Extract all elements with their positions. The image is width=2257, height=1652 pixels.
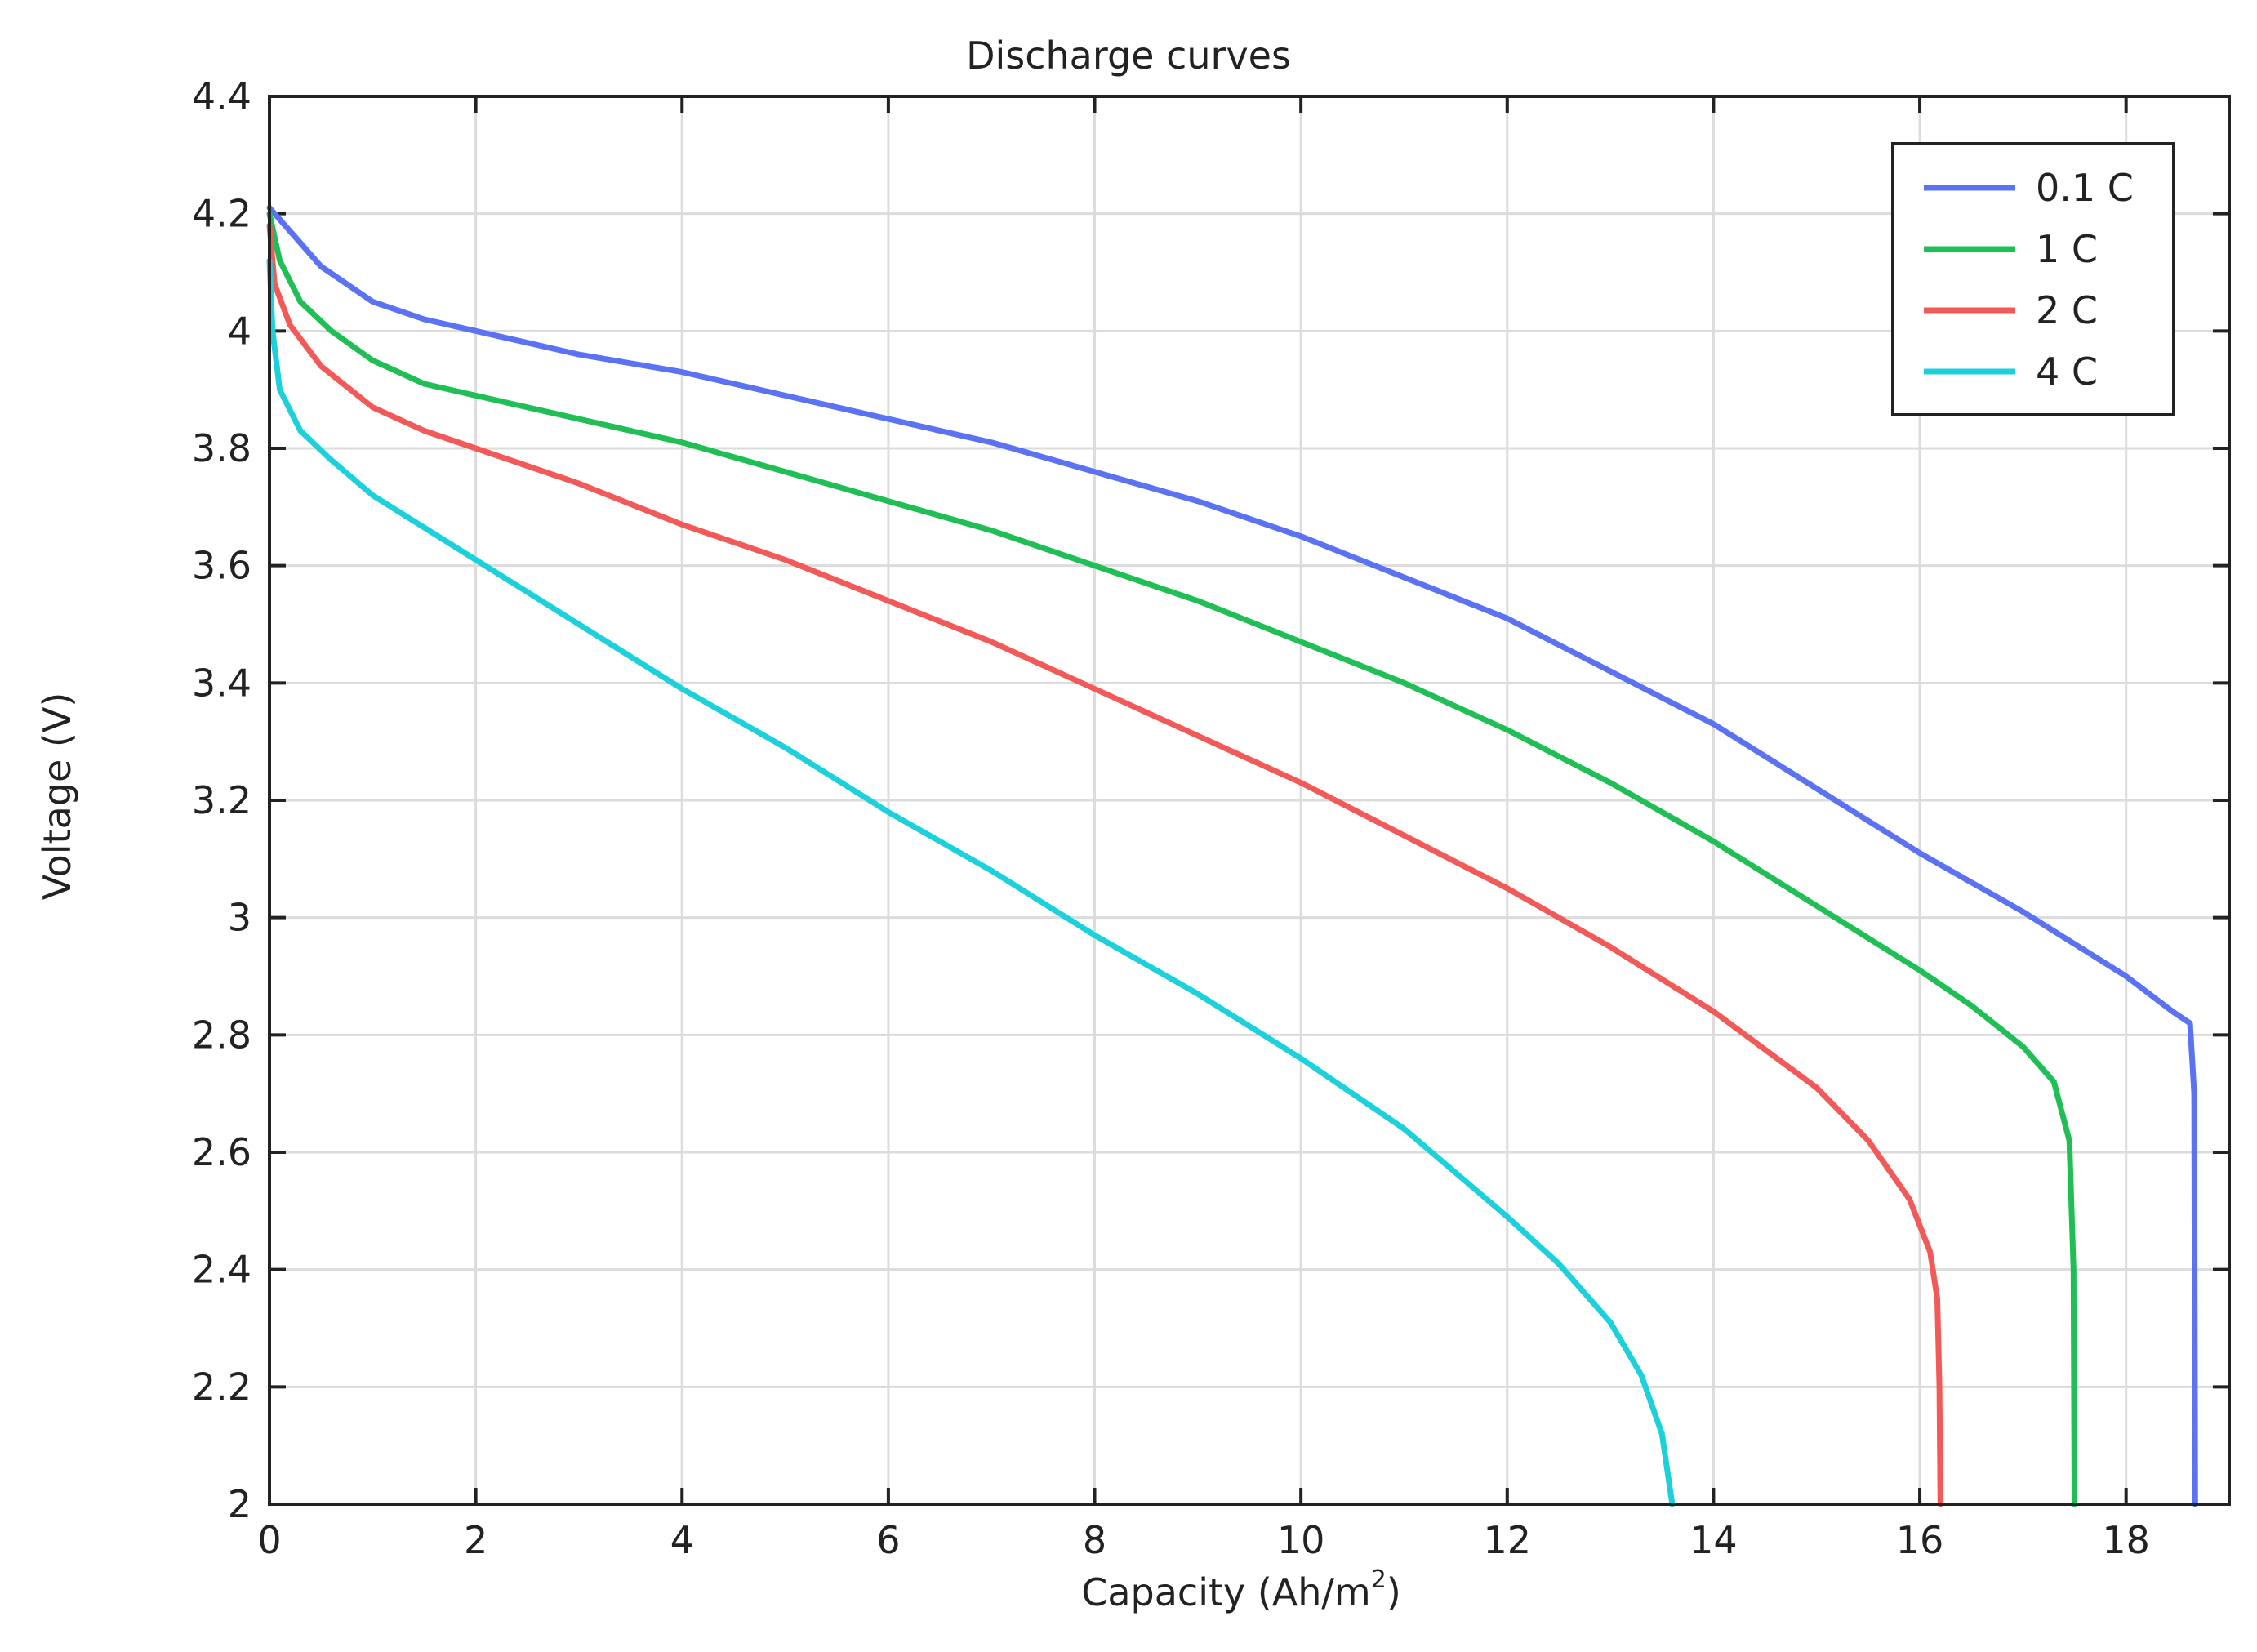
legend-label: 0.1 C [2036,166,2134,210]
series-line-2-c [266,222,1943,1507]
x-tick-label: 6 [876,1518,900,1562]
series-line-0-1-c [266,205,2198,1507]
x-axis-label-main: Capacity (Ah/m [1081,1570,1371,1614]
series-line-4-c [266,257,1676,1507]
y-tick-label: 3.8 [192,426,252,470]
x-tick-label: 2 [464,1518,487,1562]
y-tick-label: 4.4 [192,74,252,118]
y-tick-label: 3.2 [192,778,252,822]
x-tick-label: 16 [1896,1518,1944,1562]
series-lines [266,205,2198,1507]
y-axis-label: Voltage (V) [35,692,79,901]
y-tick-label: 4.2 [192,192,252,236]
x-tick-label: 4 [670,1518,694,1562]
x-tick-label: 10 [1277,1518,1325,1562]
x-tick-label: 18 [2102,1518,2150,1562]
y-tick-label: 2.6 [192,1130,252,1174]
plot-frame [268,95,2231,1506]
y-tick-label: 2.8 [192,1013,252,1057]
x-tick-label: 14 [1689,1518,1738,1562]
y-tick-label: 2.2 [192,1365,252,1409]
x-axis-label: Capacity (Ah/m2) [1081,1565,1401,1614]
x-axis-label-superscript: 2 [1371,1565,1387,1594]
legend-label: 2 C [2036,288,2098,332]
x-axis-label-suffix: ) [1387,1570,1401,1614]
y-tick-label: 3.4 [192,661,252,705]
x-tick-label: 8 [1083,1518,1106,1562]
series-line-1-c [266,211,2077,1507]
chart-title: Discharge curves [966,33,1291,78]
legend-label: 1 C [2036,227,2098,271]
y-tick-label: 2 [228,1482,252,1526]
legend: 0.1 C 1 C 2 C 4 C [1891,142,2175,416]
x-tick-label: 0 [257,1518,281,1562]
y-tick-label: 4 [228,309,252,353]
y-tick-label: 3 [228,896,252,940]
y-tick-label: 2.4 [192,1248,252,1292]
y-tick-label: 3.6 [192,544,252,588]
x-tick-label: 12 [1484,1518,1532,1562]
legend-label: 4 C [2036,350,2098,394]
